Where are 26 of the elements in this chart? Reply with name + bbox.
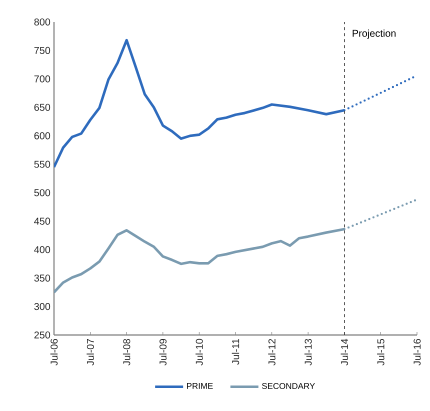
x-tick-label: Jul-10: [196, 338, 203, 366]
y-tick-label: 700: [34, 75, 50, 82]
x-tick-label: Jul-16: [413, 338, 421, 366]
x-tick-label: Jul-14: [340, 338, 348, 366]
x-tick-label: Jul-13: [304, 338, 312, 366]
x-tick-label: Jul-12: [268, 339, 276, 366]
y-tick-label: 800: [34, 18, 50, 26]
y-tick-label: 750: [34, 46, 50, 54]
y-tick-label: 450: [34, 218, 50, 225]
x-tick-label: Jul-11: [232, 339, 240, 365]
y-tick-label: 650: [34, 104, 50, 111]
y-tick-label: 600: [34, 132, 50, 140]
x-tick-label: Jul-15: [377, 338, 384, 366]
ref-line-label: Projection: [352, 30, 396, 39]
x-tick-label: Jul-06: [50, 338, 58, 366]
y-tick-label: 400: [34, 246, 50, 254]
legend-label: PRIME: [187, 383, 213, 389]
x-tick-label: Jul-08: [122, 338, 130, 366]
x-tick-label: Jul-07: [86, 339, 94, 366]
x-tick-label: Jul-09: [159, 338, 167, 366]
legend-label: SECONDARY: [262, 383, 315, 389]
y-tick-label: 500: [34, 189, 50, 196]
y-tick-label: 300: [34, 303, 50, 310]
y-tick-label: 250: [34, 331, 50, 339]
y-tick-label: 350: [34, 274, 50, 282]
y-tick-label: 550: [34, 160, 50, 168]
